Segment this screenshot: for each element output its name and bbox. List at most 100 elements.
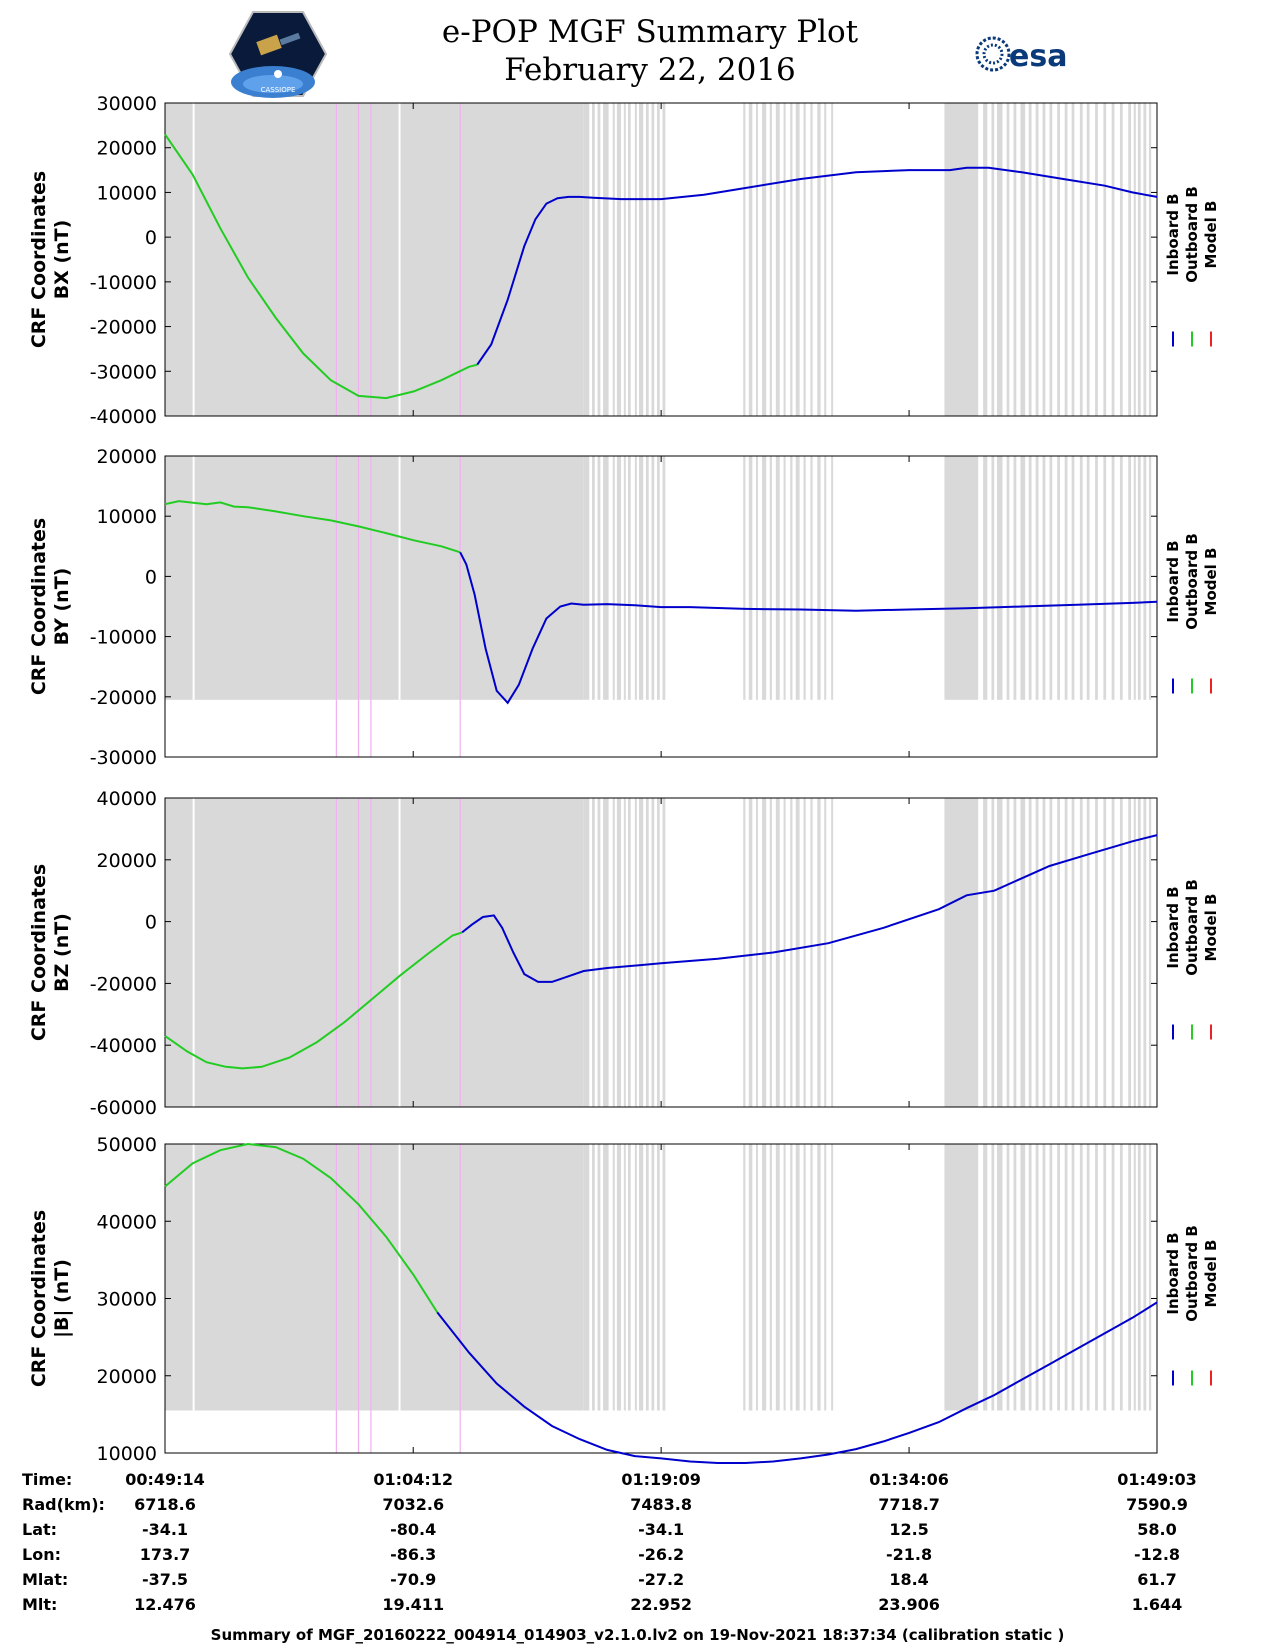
inboard-series-line [459, 551, 1158, 705]
plot-title: e-POP MGF Summary Plot [441, 14, 859, 50]
y-tick-label: 10000 [97, 182, 157, 204]
gap-stripe [944, 798, 979, 1107]
gap-stripe [603, 798, 609, 1107]
white-gap-line [398, 798, 401, 1107]
gap-stripe [583, 1144, 590, 1411]
gap-stripe [1071, 456, 1075, 700]
info-cell: 7483.8 [630, 1495, 692, 1514]
gap-stripe [1143, 456, 1147, 700]
gap-stripe [1148, 456, 1152, 700]
gap-stripe [583, 103, 590, 416]
gap-stripe [755, 1144, 758, 1411]
gap-stripe [1057, 103, 1060, 416]
gap-stripe [634, 103, 637, 416]
gap-stripe [743, 798, 746, 1107]
info-cell: -37.5 [142, 1570, 188, 1589]
gap-stripe [592, 103, 595, 416]
gap-stripe [1148, 798, 1152, 1107]
gap-stripe [783, 103, 786, 416]
gap-stripe [627, 103, 631, 416]
info-row-label: Mlt: [22, 1595, 57, 1614]
gap-stripe [1049, 1144, 1053, 1411]
y-tick-label: 40000 [97, 788, 157, 810]
y-axis-label-line2: BY (nT) [51, 568, 73, 646]
esa-logo-text: esa [1009, 39, 1067, 74]
info-cell: -86.3 [390, 1545, 436, 1564]
gap-stripe [944, 1144, 979, 1411]
y-tick-label: 20000 [97, 1366, 157, 1388]
gap-stripe [651, 798, 655, 1107]
gap-stripe [983, 103, 988, 416]
inboard-series-line [461, 834, 1158, 983]
gap-stripe [1006, 456, 1010, 700]
gap-stripe [810, 798, 813, 1107]
gap-stripe [1049, 456, 1053, 700]
gap-stripe [623, 103, 626, 416]
outboard-series-line [164, 931, 463, 1070]
y-tick-label: -10000 [90, 627, 157, 649]
gap-stripe [1095, 1144, 1098, 1411]
gap-stripe [1143, 1144, 1147, 1411]
gap-stripe [1071, 798, 1075, 1107]
gap-stripe [1133, 1144, 1136, 1411]
gap-stripe [634, 1144, 637, 1411]
gap-stripe [824, 103, 827, 416]
y-axis-label: CRF Coordinates|B| (nT) [28, 1210, 73, 1387]
gap-stripe [783, 1144, 786, 1411]
gap-stripe [748, 456, 753, 700]
gap-stripe [662, 103, 666, 416]
shaded-gap-region [165, 456, 584, 700]
y-tick-label: -40000 [90, 1035, 157, 1057]
shaded-gap-region [165, 1144, 584, 1411]
gap-stripe [1071, 103, 1075, 416]
gap-stripe [623, 1144, 626, 1411]
gap-stripe [1148, 103, 1152, 416]
y-tick-label: 10000 [97, 1443, 157, 1465]
white-gap-line [192, 103, 195, 416]
info-cell: 01:34:06 [869, 1470, 949, 1489]
gap-stripe [1133, 798, 1136, 1107]
y-tick-label: 40000 [97, 1211, 157, 1233]
info-cell: 18.4 [889, 1570, 928, 1589]
y-tick-label: 50000 [97, 1134, 157, 1156]
gap-stripe [645, 103, 649, 416]
gap-stripe [656, 456, 660, 700]
gap-stripe [1035, 456, 1039, 700]
outboard-series-line [164, 500, 461, 554]
gap-stripe [634, 798, 637, 1107]
info-cell: 22.952 [630, 1595, 692, 1614]
white-gap-line [192, 1144, 195, 1411]
gap-stripe [583, 798, 590, 1107]
gap-stripe [831, 103, 834, 416]
gap-stripe [1028, 456, 1032, 700]
gap-stripe [597, 798, 601, 1107]
gap-stripe [627, 798, 631, 1107]
y-tick-label: -30000 [90, 361, 157, 383]
gap-stripe [817, 798, 821, 1107]
gap-stripe [1013, 456, 1017, 700]
gap-stripe [1137, 456, 1141, 700]
y-axis-label-line2: BX (nT) [51, 220, 73, 300]
gap-stripe [645, 1144, 649, 1411]
gap-stripe [1095, 456, 1098, 700]
gap-stripe [748, 1144, 753, 1411]
gap-stripe [1103, 456, 1107, 700]
y-tick-label: -20000 [90, 687, 157, 709]
gap-stripe [996, 1144, 1003, 1411]
gap-stripe [790, 1144, 793, 1411]
gap-stripe [996, 103, 1003, 416]
gap-stripe [662, 798, 666, 1107]
info-cell: 01:49:03 [1117, 1470, 1197, 1489]
gap-stripe [1020, 456, 1026, 700]
gap-stripe [1064, 103, 1068, 416]
legend-inboard-label: Inboard B [1164, 193, 1182, 275]
info-cell: 12.476 [134, 1595, 196, 1614]
gap-stripe [991, 1144, 995, 1411]
gap-stripe [603, 1144, 609, 1411]
gap-stripe [1028, 1144, 1032, 1411]
gap-stripe [1103, 103, 1107, 416]
y-axis-label-line1: CRF Coordinates [28, 1210, 50, 1387]
footer-summary: Summary of MGF_20160222_004914_014903_v2… [210, 1626, 1065, 1644]
gap-stripe [1020, 798, 1026, 1107]
gap-stripe [762, 798, 767, 1107]
